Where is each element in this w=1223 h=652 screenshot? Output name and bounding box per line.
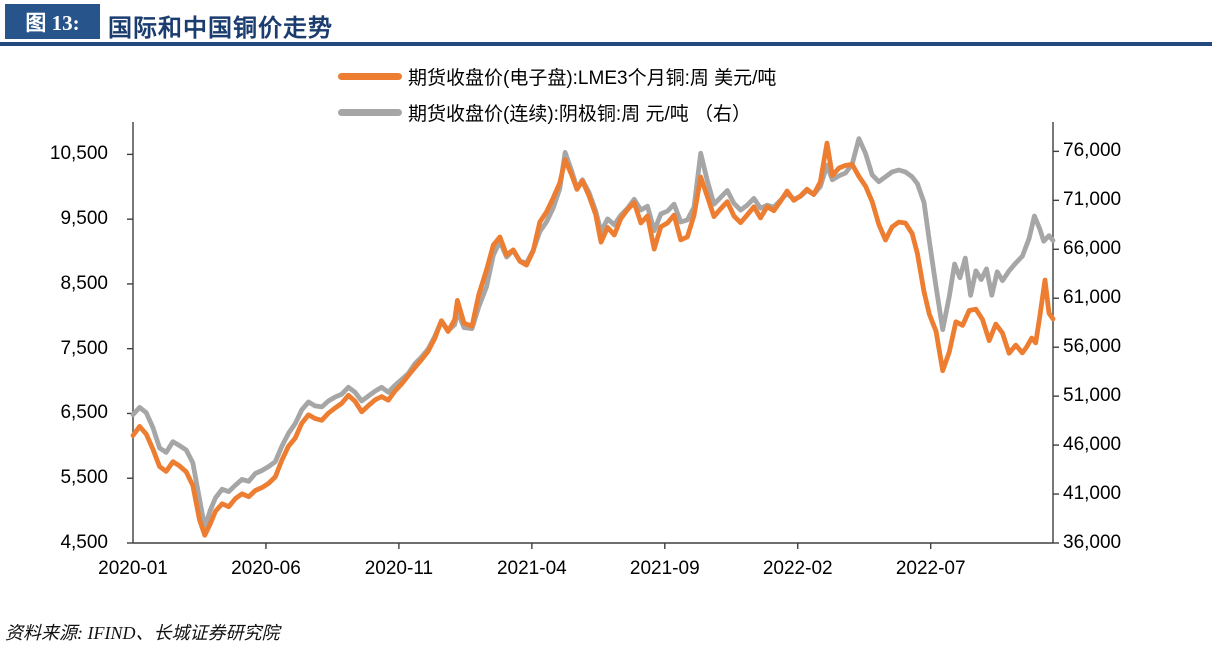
right-axis-tick-label: 71,000 xyxy=(1063,189,1122,211)
x-axis-tick-label: 2021-04 xyxy=(496,558,567,579)
page-title: 国际和中国铜价走势 xyxy=(108,16,333,42)
right-axis-tick-label: 66,000 xyxy=(1063,238,1122,260)
legend-label-shfe: 期货收盘价(连续):阴极铜:周 元/吨 （右） xyxy=(408,103,752,125)
legend-label-lme: 期货收盘价(电子盘):LME3个月铜:周 美元/吨 xyxy=(408,67,777,89)
x-axis-tick-label: 2022-07 xyxy=(895,558,966,579)
shfe-copper-price-line xyxy=(130,136,1056,530)
shfe-line-swatch-icon xyxy=(338,108,402,116)
right-axis-tick-label: 76,000 xyxy=(1063,140,1122,162)
x-axis-tick-label: 2022-02 xyxy=(762,558,833,579)
right-axis-tick-label: 41,000 xyxy=(1063,483,1122,505)
left-axis-tick-label: 5,500 xyxy=(60,467,108,489)
x-axis-tick-label: 2020-06 xyxy=(231,558,301,579)
right-axis-tick-label: 36,000 xyxy=(1063,532,1122,553)
legend-item-lme: 期货收盘价(电子盘):LME3个月铜:周 美元/吨 xyxy=(338,64,777,89)
left-axis-tick-label: 9,500 xyxy=(60,208,108,230)
right-axis-tick-label: 51,000 xyxy=(1063,385,1122,407)
figure-number-label: 图 13: xyxy=(25,10,80,35)
left-axis-tick-label: 6,500 xyxy=(60,402,108,424)
left-axis-tick-label: 7,500 xyxy=(60,337,108,359)
x-axis-tick-label: 2020-01 xyxy=(98,558,168,579)
source-note: 资料来源: IFIND、长城证券研究院 xyxy=(5,623,280,643)
x-axis-tick-label: 2021-09 xyxy=(629,558,700,579)
right-axis-tick-label: 46,000 xyxy=(1063,434,1122,456)
left-axis-tick-label: 4,500 xyxy=(60,532,108,553)
left-axis-tick-label: 10,500 xyxy=(49,143,108,165)
copper-price-chart xyxy=(127,122,1059,549)
title-rule-divider xyxy=(0,42,1212,46)
legend-item-shfe: 期货收盘价(连续):阴极铜:周 元/吨 （右） xyxy=(338,100,752,125)
left-axis-tick-label: 8,500 xyxy=(60,272,108,294)
x-axis-tick-label: 2020-11 xyxy=(364,558,434,579)
lme-line-swatch-icon xyxy=(338,72,402,80)
right-axis-tick-label: 61,000 xyxy=(1063,287,1122,309)
right-axis-tick-label: 56,000 xyxy=(1063,336,1122,358)
lme-copper-price-line xyxy=(130,140,1056,538)
figure-number-badge: 图 13: xyxy=(5,4,100,39)
